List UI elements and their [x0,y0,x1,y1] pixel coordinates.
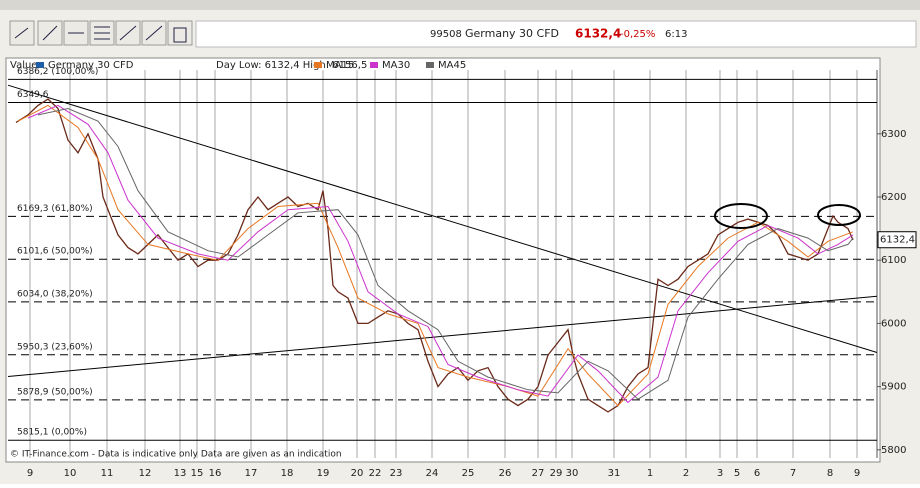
x-tick-label: 13 [174,468,187,479]
series-line [37,107,854,400]
x-tick-label: 7 [790,468,796,479]
x-tick-label: 1 [647,468,653,479]
top-strip [0,0,920,10]
x-tick-label: 20 [351,468,364,479]
footer: © IT-Finance.com - Data is indicative on… [10,450,342,460]
tool-icons [14,25,187,43]
x-tick-label: 3 [717,468,723,479]
x-tick-label: 17 [245,468,258,479]
y-tick-label: 5900 [881,382,906,393]
x-tick-label: 15 [191,468,204,479]
header-time: 6:13 [665,29,687,40]
legend-label: MA45 [438,60,466,71]
last-price-label: 6132,4 [880,235,915,246]
x-tick-label: 12 [139,468,152,479]
y-tick-label: 6300 [881,129,906,140]
x-tick-label: 22 [369,468,382,479]
highlight-ellipse [714,203,768,229]
last-price-tag [877,231,917,249]
header-code: 99508 [430,29,462,40]
x-tick-label: 18 [281,468,294,479]
x-tick-label: 25 [462,468,475,479]
series-line [15,98,854,413]
legend-label: Germany 30 CFD [48,60,134,71]
x-tick-label: 8 [827,468,833,479]
x-tick-label: 9 [854,468,860,479]
x-tick-label: 26 [499,468,512,479]
plot: 6386,2 (100,00%) 6349,6 6169,3 (61,80%) 610… [7,67,881,458]
x-tick-label: 5 [734,468,740,479]
header-price: 6132,4 [575,27,621,41]
toolbar: 99508 Germany 30 CFD 6132,4 -0,25% 6:13 [9,20,917,48]
level-label: 5815,1 (0,00%) [17,428,87,438]
legend-swatch [370,62,378,68]
highlight-ellipse [817,204,861,226]
level-label: 5950,3 (23,60%) [17,342,93,352]
y-tick-label: 5800 [881,445,906,456]
series-line [27,104,854,404]
legend: Values Day Low: 6132,4 High: 6156,5 Germ… [10,60,466,71]
header-bar [195,20,917,48]
day-range: Day Low: 6132,4 High: 6156,5 [216,60,367,71]
legend-swatch [36,62,44,68]
level-label: 6169,3 (61,80%) [17,204,93,214]
y-tick-label: 6100 [881,255,906,266]
x-tick-label: 2 [683,468,689,479]
y-tick-label: 6000 [881,318,906,329]
header-name: Germany 30 CFD [465,27,559,40]
x-tick-label: 29 [550,468,563,479]
level-label: 5878,9 (50,00%) [17,387,93,397]
x-tick-label: 27 [532,468,545,479]
trendline [7,84,878,353]
plot-frame [5,57,881,463]
x-tick-label: 6 [754,468,760,479]
legend-swatch [426,62,434,68]
legend-swatch [314,62,322,68]
x-tick-label: 19 [317,468,330,479]
x-tick-label: 23 [390,468,403,479]
legend-label: MA30 [382,60,410,71]
level-label: 6034,0 (38,20%) [17,289,93,299]
y-tick-label: 6200 [881,192,906,203]
legend-label: MA15 [326,60,354,71]
level-label: 6349,6 [17,90,49,100]
header-change: -0,25% [620,29,655,40]
x-tick-label: 24 [426,468,439,479]
legend-title: Values [10,60,43,71]
level-label: 6386,2 (100,00%) [17,67,98,77]
x-tick-label: 16 [209,468,222,479]
x-tick-label: 9 [27,468,33,479]
delete-tool[interactable] [167,20,193,46]
level-label: 6101,6 (50,00%) [17,247,93,257]
x-tick-label: 11 [101,468,114,479]
series-line [17,104,854,407]
x-tick-label: 31 [608,468,621,479]
x-tick-label: 30 [566,468,579,479]
x-tick-label: 10 [64,468,77,479]
